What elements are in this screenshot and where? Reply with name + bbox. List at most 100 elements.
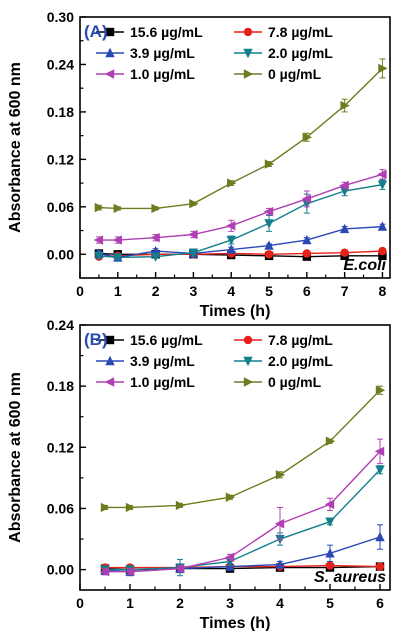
organism-label: E.coli	[343, 257, 386, 274]
legend: 15.6 µg/mL 7.8 µg/mL 3.9 µg/mL 2.0 µg/mL 1.0…	[96, 24, 333, 82]
data-point	[325, 548, 335, 558]
data-point	[301, 194, 312, 204]
y-tick-label: 0.24	[47, 56, 74, 72]
legend-marker	[105, 47, 115, 58]
series-5	[94, 58, 388, 214]
legend: 15.6 µg/mL 7.8 µg/mL 3.9 µg/mL 2.0 µg/mL 1.0…	[96, 332, 333, 390]
x-tick-label: 3	[226, 595, 234, 611]
data-point	[150, 252, 161, 262]
data-point	[226, 235, 236, 246]
y-tick-label: 0.06	[47, 199, 74, 215]
data-point	[264, 240, 274, 250]
legend-label: 0 µg/mL	[268, 66, 322, 82]
data-point	[324, 499, 335, 510]
data-point	[113, 253, 123, 263]
data-point	[263, 206, 274, 217]
data-point	[188, 229, 198, 240]
panel-label: (A)	[84, 22, 108, 41]
y-tick-label: 0.18	[47, 104, 74, 120]
legend-item: 15.6 µg/mL	[96, 24, 203, 40]
legend-label: 15.6 µg/mL	[130, 332, 203, 348]
legend-item: 0 µg/mL	[234, 66, 322, 82]
data-point	[264, 250, 274, 259]
data-point	[125, 502, 136, 513]
legend-item: 3.9 µg/mL	[96, 45, 195, 61]
legend-item: 7.8 µg/mL	[234, 332, 333, 348]
legend-label: 7.8 µg/mL	[268, 24, 333, 40]
series-5	[100, 385, 386, 513]
data-point	[325, 436, 336, 446]
legend-marker	[243, 69, 254, 79]
data-point	[340, 100, 350, 111]
data-point	[224, 552, 235, 563]
data-point	[227, 178, 237, 188]
data-point	[113, 203, 124, 214]
legend-marker	[104, 69, 115, 79]
data-point	[174, 563, 185, 574]
y-axis-label: Absorbance at 600 nm	[7, 62, 24, 233]
data-point	[226, 244, 236, 254]
series-line	[98, 183, 383, 259]
y-tick-label: 0.24	[47, 317, 74, 333]
legend-marker	[105, 27, 115, 37]
y-tick-label: 0.06	[47, 500, 74, 516]
panel-label: (B)	[84, 330, 108, 349]
y-tick-label: 0.30	[47, 9, 74, 25]
x-tick-label: 2	[152, 283, 160, 299]
legend-label: 0 µg/mL	[268, 374, 322, 390]
x-tick-label: 6	[303, 283, 311, 299]
data-point	[378, 63, 388, 74]
data-point	[225, 492, 236, 502]
data-point	[375, 562, 385, 571]
x-axis-label: Times (h)	[200, 303, 271, 320]
data-point	[302, 132, 313, 142]
y-tick-label: 0.00	[47, 246, 74, 262]
data-point	[375, 531, 385, 542]
legend-label: 7.8 µg/mL	[268, 332, 333, 348]
legend-item: 3.9 µg/mL	[96, 353, 195, 369]
data-point	[94, 202, 105, 213]
data-point	[94, 251, 104, 262]
legend-item: 1.0 µg/mL	[96, 374, 195, 390]
plot-frame	[79, 324, 391, 591]
y-tick-label: 0.12	[47, 439, 74, 455]
legend-marker	[243, 335, 253, 345]
x-tick-label: 7	[341, 283, 349, 299]
legend-label: 3.9 µg/mL	[130, 45, 195, 61]
data-point	[112, 235, 123, 245]
legend-marker	[105, 335, 115, 345]
legend-item: 2.0 µg/mL	[234, 353, 333, 369]
y-tick-label: 0.18	[47, 378, 74, 394]
data-point	[340, 248, 349, 257]
legend-marker	[243, 356, 253, 367]
data-point	[377, 169, 387, 180]
x-tick-label: 8	[379, 283, 387, 299]
data-point	[378, 251, 387, 261]
data-point	[175, 500, 186, 511]
data-point	[374, 446, 385, 457]
legend-item: 15.6 µg/mL	[96, 332, 203, 348]
legend-marker	[105, 355, 115, 366]
x-axis-label: Times (h)	[200, 615, 271, 631]
data-point	[375, 385, 386, 395]
legend-marker	[104, 377, 115, 387]
panel-b: 0 1 2 3 4 5 6 0.00 0.06 0.12 0.18 0.24 Times (h) Abso…	[7, 317, 391, 631]
legend-item: 2.0 µg/mL	[234, 45, 333, 61]
series-3	[100, 465, 385, 577]
data-point	[339, 180, 349, 191]
y-axis-label: Absorbance at 600 nm	[7, 372, 24, 543]
x-tick-label: 2	[176, 595, 184, 611]
data-point	[264, 159, 275, 169]
legend-marker	[243, 27, 253, 37]
legend-item: 1.0 µg/mL	[96, 66, 195, 82]
series-4	[93, 169, 387, 245]
y-tick-label: 0.00	[47, 562, 74, 578]
x-tick-label: 3	[190, 283, 198, 299]
legend-marker	[243, 377, 254, 387]
x-tick-label: 5	[265, 283, 273, 299]
data-point	[274, 519, 285, 529]
legend-label: 3.9 µg/mL	[130, 353, 195, 369]
plot-frame	[79, 16, 391, 279]
data-point	[100, 502, 111, 513]
